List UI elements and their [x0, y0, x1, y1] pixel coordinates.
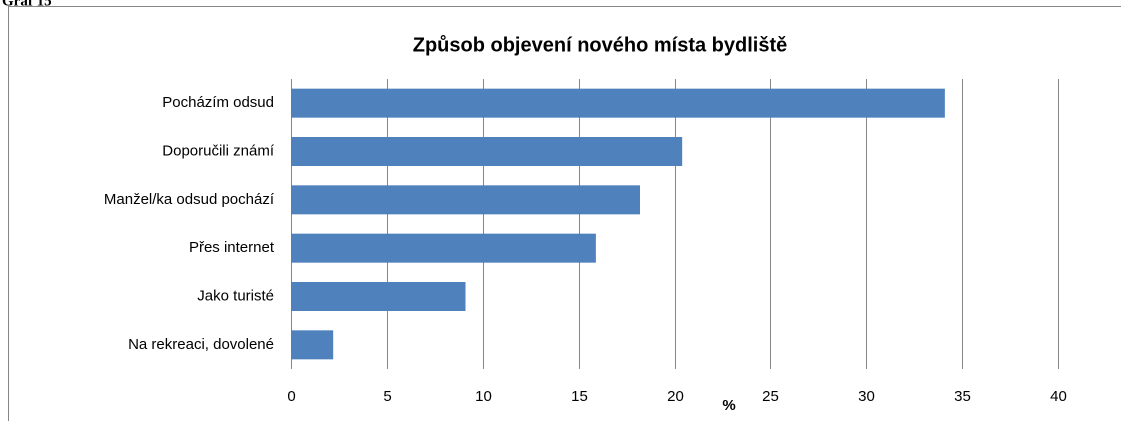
y-tick-label: Jako turisté — [197, 287, 274, 304]
bar — [291, 330, 334, 360]
y-tick-label: Pocházím odsud — [162, 94, 274, 111]
caption: Graf 15 — [2, 0, 52, 9]
bar — [291, 137, 683, 166]
bar — [291, 185, 640, 215]
chart-frame — [8, 6, 1121, 421]
y-tick-label: Manžel/ka odsud pochází — [104, 191, 275, 208]
chart-title: Způsob objevení nového místa bydliště — [413, 34, 788, 56]
x-tick-label: 10 — [475, 388, 492, 405]
y-tick-label: Přes internet — [189, 239, 275, 256]
x-tick-label: 15 — [571, 388, 588, 405]
bar — [291, 233, 596, 263]
x-tick-label: 35 — [954, 388, 971, 405]
x-tick-label: 25 — [762, 388, 779, 405]
y-tick-label: Doporučili známí — [162, 142, 275, 159]
bar — [291, 88, 945, 118]
x-tick-label: 0 — [287, 388, 295, 405]
x-tick-label: 20 — [667, 388, 684, 405]
y-tick-label: Na rekreaci, dovolené — [128, 336, 274, 353]
x-tick-label: 5 — [383, 388, 391, 405]
x-tick-label: 30 — [858, 388, 875, 405]
x-tick-label: 40 — [1050, 388, 1067, 405]
bar — [291, 282, 466, 311]
x-axis-label: % — [722, 397, 735, 414]
